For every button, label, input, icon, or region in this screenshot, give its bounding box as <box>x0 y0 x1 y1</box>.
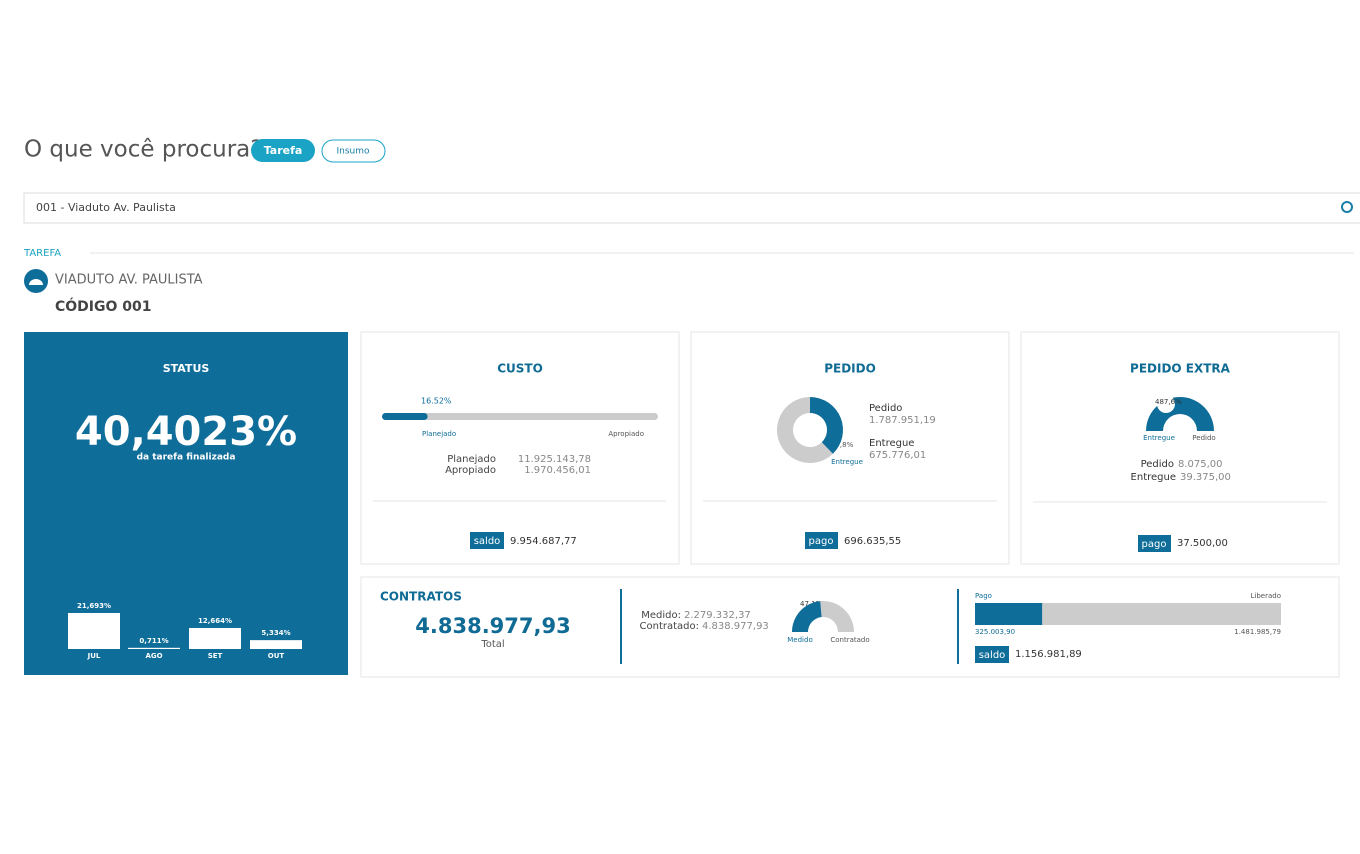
gauge-notch <box>1157 395 1175 413</box>
card-title: PEDIDO EXTRA <box>1130 362 1231 376</box>
task-icon-glyph <box>29 279 43 285</box>
bar-category: OUT <box>268 652 285 660</box>
gauge-fill <box>792 601 822 632</box>
bar-caption: Liberado <box>1251 592 1282 600</box>
bar-label: 0,711% <box>139 637 168 645</box>
row-label: Entregue <box>1131 472 1176 483</box>
legend: Entregue <box>1143 434 1175 442</box>
badge <box>975 646 1009 663</box>
bar <box>128 647 180 649</box>
legend: Pedido <box>1192 434 1215 442</box>
badge-label: saldo <box>474 536 501 547</box>
row-value: 11.925.143,78 <box>518 454 591 465</box>
bar <box>189 627 241 649</box>
total: 4.838.977,93 <box>415 614 570 638</box>
bar <box>250 640 302 649</box>
task-code: CÓDIGO 001 <box>55 297 152 315</box>
amount: 37.500,00 <box>1177 538 1228 549</box>
progress-track <box>382 413 658 420</box>
bar-category: AGO <box>145 652 162 660</box>
item-label: Pedido <box>869 403 902 414</box>
item-label: Entregue <box>869 438 914 449</box>
row-label: Planejado <box>447 454 496 465</box>
legend: Medido <box>787 636 812 644</box>
search-value: 001 - Viaduto Av. Paulista <box>36 201 176 214</box>
bar <box>68 612 120 649</box>
row-label: Contratado: <box>640 621 699 632</box>
tab-insumo[interactable] <box>321 139 386 163</box>
donut-label: 37,8% <box>831 441 854 449</box>
row-value: 8.075,00 <box>1178 459 1223 470</box>
row-label: Apropiado <box>445 465 496 476</box>
card-title: STATUS <box>163 362 210 375</box>
bar-track <box>975 603 1281 625</box>
donut-caption: Entregue <box>831 458 863 466</box>
row-value: 4.838.977,93 <box>702 621 769 632</box>
card-title: CUSTO <box>497 362 543 376</box>
tab-label: Insumo <box>336 147 370 157</box>
bar-label: 12,664% <box>198 617 232 625</box>
bar-caption: Pago <box>975 592 992 600</box>
total-label: Total <box>480 639 504 650</box>
donut-slice <box>810 397 844 454</box>
bar-value: 1.481.985,79 <box>1234 628 1281 636</box>
progress-caption: Planejado <box>422 430 456 438</box>
bar-fill <box>975 603 1043 625</box>
search-input[interactable] <box>23 192 1360 224</box>
amount: 1.156.981,89 <box>1015 649 1082 660</box>
progress-fill <box>382 413 428 420</box>
page-title: O que você procura? <box>24 137 262 163</box>
section-label: TAREFA <box>23 248 61 259</box>
card-title: PEDIDO <box>824 362 876 376</box>
item-value: 675.776,01 <box>869 450 926 461</box>
badge-label: pago <box>1142 539 1167 550</box>
bar-label: 5,334% <box>261 629 290 637</box>
row-value: 2.279.332,37 <box>684 610 751 621</box>
progress-label: 16.52% <box>421 397 452 406</box>
search-icon[interactable] <box>1341 201 1353 213</box>
gauge-rest <box>820 601 854 632</box>
legend: Contratado <box>830 636 869 644</box>
bar-category: JUL <box>87 652 101 660</box>
bar-label: 21,693% <box>77 602 111 610</box>
pedido-extra-card <box>1020 331 1340 565</box>
tab-label: Tarefa <box>264 144 303 157</box>
status-value: 40,4023% <box>75 409 297 455</box>
badge <box>470 532 504 549</box>
pedido-card <box>690 331 1010 565</box>
progress-caption: Apropiado <box>608 430 644 438</box>
bar-value: 325.003,90 <box>975 628 1015 636</box>
row-label: Pedido <box>1141 459 1174 470</box>
custo-card <box>360 331 680 565</box>
badge-label: pago <box>809 536 834 547</box>
status-caption: da tarefa finalizada <box>137 453 236 463</box>
badge <box>1138 535 1171 552</box>
badge <box>805 532 838 549</box>
donut-rest <box>777 397 833 463</box>
amount: 696.635,55 <box>844 536 901 547</box>
gauge-label: 487,6% <box>1155 398 1182 406</box>
row-value: 39.375,00 <box>1180 472 1231 483</box>
amount: 9.954.687,77 <box>510 536 577 547</box>
row-label: Medido: <box>641 610 681 621</box>
tab-tarefa[interactable] <box>251 139 315 162</box>
badge-label: saldo <box>979 650 1006 661</box>
task-name: VIADUTO AV. PAULISTA <box>55 273 203 288</box>
card-title: CONTRATOS <box>380 590 462 604</box>
bar-category: SET <box>208 652 223 660</box>
item-value: 1.787.951,19 <box>869 415 936 426</box>
row-value: 1.970.456,01 <box>524 465 591 476</box>
